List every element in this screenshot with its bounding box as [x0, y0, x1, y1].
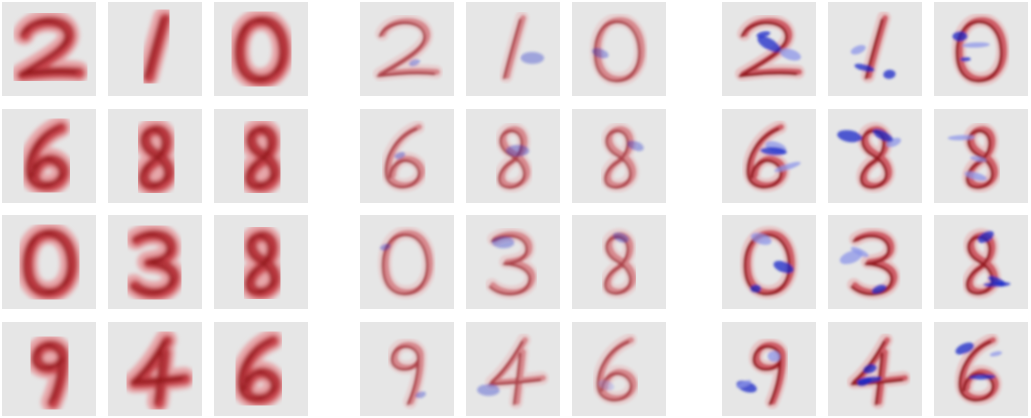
heatmap-cell-p1-r1-c1 — [2, 2, 96, 96]
heatmap-image — [466, 109, 560, 203]
heatmap-image — [572, 2, 666, 96]
heatmap-image — [466, 215, 560, 309]
heatmap-cell-p2-r4-c2 — [466, 322, 560, 416]
heatmap-cell-p2-r3-c3 — [572, 215, 666, 309]
heatmap-cell-p2-r4-c3 — [572, 322, 666, 416]
heatmap-image — [108, 215, 202, 309]
heatmap-image — [572, 109, 666, 203]
heatmap-image — [828, 109, 922, 203]
heatmap-cell-p2-r3-c1 — [360, 215, 454, 309]
heatmap-image — [214, 322, 308, 416]
heatmap-image — [722, 109, 816, 203]
heatmap-image — [2, 322, 96, 416]
heatmap-cell-p3-r1-c2 — [828, 2, 922, 96]
heatmap-cell-p3-r4-c1 — [722, 322, 816, 416]
heatmap-image — [572, 322, 666, 416]
heatmap-cell-p3-r2-c3 — [934, 109, 1028, 203]
heatmap-image — [934, 322, 1028, 416]
heatmap-cell-p3-r1-c1 — [722, 2, 816, 96]
heatmap-image — [214, 2, 308, 96]
heatmap-image — [360, 215, 454, 309]
heatmap-image — [2, 2, 96, 96]
heatmap-image — [360, 322, 454, 416]
heatmap-image — [828, 215, 922, 309]
heatmap-image — [108, 2, 202, 96]
heatmap-cell-p2-r2-c1 — [360, 109, 454, 203]
heatmap-cell-p1-r3-c1 — [2, 215, 96, 309]
heatmap-cell-p3-r3-c2 — [828, 215, 922, 309]
heatmap-image — [108, 322, 202, 416]
heatmap-cell-p1-r2-c2 — [108, 109, 202, 203]
heatmap-image — [934, 109, 1028, 203]
heatmap-cell-p1-r4-c1 — [2, 322, 96, 416]
heatmap-image — [722, 2, 816, 96]
heatmap-image — [214, 215, 308, 309]
heatmap-cell-p2-r2-c3 — [572, 109, 666, 203]
heatmap-cell-p3-r1-c3 — [934, 2, 1028, 96]
heatmap-image — [722, 322, 816, 416]
heatmap-image — [466, 322, 560, 416]
heatmap-cell-p3-r4-c2 — [828, 322, 922, 416]
heatmap-cell-p1-r2-c3 — [214, 109, 308, 203]
heatmap-cell-p1-r1-c3 — [214, 2, 308, 96]
heatmap-cell-p1-r1-c2 — [108, 2, 202, 96]
heatmap-cell-p3-r2-c2 — [828, 109, 922, 203]
heatmap-cell-p1-r3-c2 — [108, 215, 202, 309]
heatmap-image — [934, 215, 1028, 309]
heatmap-image — [934, 2, 1028, 96]
heatmap-image — [360, 109, 454, 203]
heatmap-cell-p3-r4-c3 — [934, 322, 1028, 416]
heatmap-image — [466, 2, 560, 96]
heatmap-image — [2, 215, 96, 309]
heatmap-image — [828, 2, 922, 96]
heatmap-image — [828, 322, 922, 416]
heatmap-cell-p2-r1-c2 — [466, 2, 560, 96]
heatmap-image — [108, 109, 202, 203]
heatmap-cell-p2-r3-c2 — [466, 215, 560, 309]
heatmap-image — [722, 215, 816, 309]
heatmap-image — [360, 2, 454, 96]
heatmap-image — [2, 109, 96, 203]
heatmap-image — [572, 215, 666, 309]
heatmap-cell-p3-r3-c1 — [722, 215, 816, 309]
heatmap-cell-p1-r4-c3 — [214, 322, 308, 416]
heatmap-cell-p1-r3-c3 — [214, 215, 308, 309]
heatmap-cell-p2-r2-c2 — [466, 109, 560, 203]
heatmap-cell-p1-r2-c1 — [2, 109, 96, 203]
heatmap-image — [214, 109, 308, 203]
heatmap-cell-p2-r1-c3 — [572, 2, 666, 96]
heatmap-cell-p1-r4-c2 — [108, 322, 202, 416]
heatmap-cell-p3-r2-c1 — [722, 109, 816, 203]
heatmap-cell-p3-r3-c3 — [934, 215, 1028, 309]
heatmap-cell-p2-r4-c1 — [360, 322, 454, 416]
heatmap-cell-p2-r1-c1 — [360, 2, 454, 96]
